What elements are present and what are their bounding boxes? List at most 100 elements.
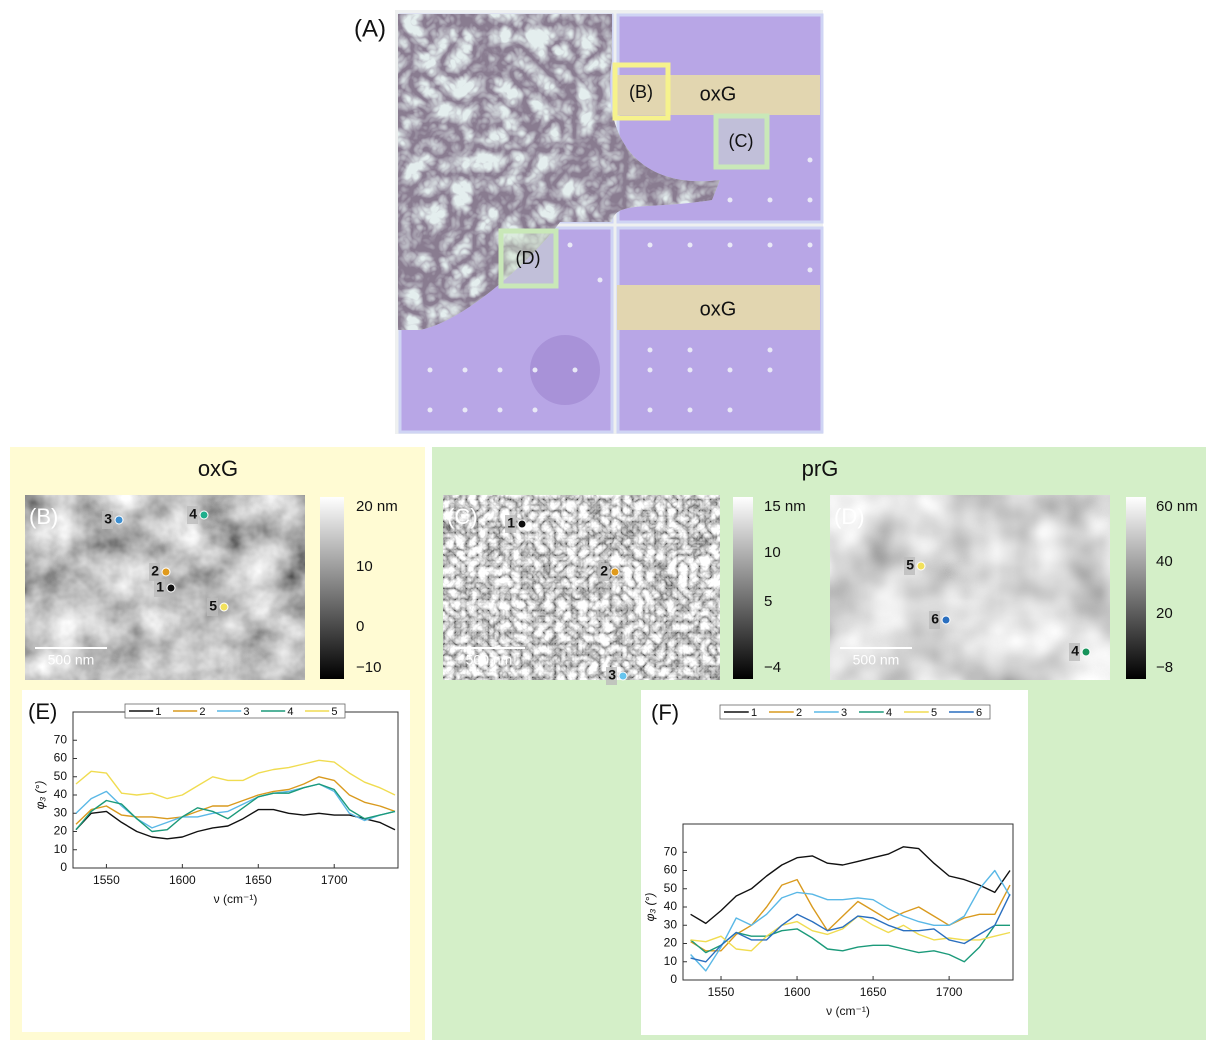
panel-label: (D) — [834, 504, 865, 529]
y-tick-label: 0 — [60, 860, 67, 874]
y-tick-label: 30 — [664, 917, 678, 931]
x-tick-label: 1600 — [169, 873, 196, 887]
point-marker — [1081, 647, 1091, 657]
series-line — [690, 924, 1010, 963]
y-tick-label: 20 — [54, 824, 68, 838]
point-label-bg — [598, 563, 609, 581]
point-label-bg — [207, 598, 218, 616]
point-marker — [161, 567, 171, 577]
panel-label: (C) — [447, 504, 478, 529]
point-marker — [199, 510, 209, 520]
region-tag: oxG — [700, 298, 737, 320]
x-axis-label: ν (cm⁻¹) — [826, 1004, 870, 1018]
point-marker — [517, 519, 527, 529]
point-label-bg — [505, 515, 516, 533]
legend-box — [719, 704, 991, 720]
legend-label: 1 — [155, 706, 161, 718]
colorbar-tick-label: 60 nm — [1156, 498, 1198, 515]
point-label: 6 — [931, 611, 939, 627]
afm-map — [443, 495, 720, 680]
point-label: 2 — [151, 563, 159, 579]
colorbar-tick-label: 20 — [1156, 605, 1173, 622]
colorbar-tick-label: 0 — [356, 618, 364, 635]
x-axis-label: ν (cm⁻¹) — [214, 892, 258, 906]
x-tick-label: 1600 — [784, 985, 811, 999]
y-tick-label: 70 — [54, 732, 68, 746]
point-label: 1 — [507, 515, 515, 531]
x-tick-label: 1550 — [93, 873, 120, 887]
point-label: 3 — [104, 511, 112, 527]
y-tick-label: 0 — [670, 972, 677, 986]
series-line — [690, 846, 1011, 925]
point-label: 4 — [189, 506, 197, 522]
colorbar-tick-label: 20 nm — [356, 498, 398, 515]
x-tick-label: 1650 — [860, 985, 887, 999]
region-tag: oxG — [700, 83, 737, 105]
series-line — [690, 869, 1011, 972]
point-label: 5 — [906, 557, 914, 573]
point-marker — [916, 561, 926, 571]
y-tick-label: 40 — [664, 899, 678, 913]
section-title: prG — [802, 456, 839, 481]
y-axis-label: φ₃ (°) — [33, 781, 47, 810]
colorbar-tick-label: 15 nm — [764, 498, 806, 515]
point-label-bg — [154, 579, 165, 597]
y-tick-label: 50 — [54, 769, 68, 783]
legend-label: 4 — [287, 706, 293, 718]
x-tick-label: 1700 — [936, 985, 963, 999]
colorbar-tick-label: −4 — [764, 659, 781, 676]
y-tick-label: 60 — [54, 751, 68, 765]
legend-label: 1 — [751, 707, 757, 719]
legend-label: 2 — [199, 706, 205, 718]
scale-bar-label: 500 nm — [853, 652, 900, 668]
point-label: 2 — [600, 563, 608, 579]
chart-bg — [641, 690, 1028, 1035]
legend-label: 5 — [331, 706, 337, 718]
point-marker — [166, 583, 176, 593]
afm-map — [830, 495, 1110, 680]
optical-image — [395, 10, 824, 434]
y-tick-label: 40 — [54, 787, 68, 801]
y-tick-label: 30 — [54, 805, 68, 819]
panel-label: (A) — [354, 15, 386, 42]
colorbar — [320, 497, 344, 679]
point-label: 1 — [156, 579, 164, 595]
legend-label: 2 — [796, 707, 802, 719]
point-marker — [941, 615, 951, 625]
legend-label: 6 — [976, 707, 982, 719]
colorbar — [733, 497, 753, 679]
y-tick-label: 60 — [664, 863, 678, 877]
scale-bar-label: 500 nm — [466, 652, 513, 668]
legend-label: 5 — [931, 707, 937, 719]
point-label: 5 — [209, 598, 217, 614]
series-line — [75, 808, 396, 840]
chart-bg — [22, 690, 410, 1032]
legend-label: 4 — [886, 707, 892, 719]
colorbar-tick-label: 10 — [764, 544, 781, 561]
point-label-bg — [187, 506, 198, 524]
point-marker — [610, 567, 620, 577]
colorbar-tick-label: 10 — [356, 558, 373, 575]
colorbar — [1126, 497, 1146, 679]
panel-label: (E) — [28, 699, 57, 724]
section-title: oxG — [198, 456, 238, 481]
colorbar-tick-label: 40 — [1156, 553, 1173, 570]
region-tag: (B) — [629, 82, 653, 102]
series-line — [75, 759, 396, 800]
series-line — [690, 878, 1011, 952]
y-tick-label: 10 — [54, 842, 68, 856]
series-line — [690, 893, 1011, 963]
point-label-bg — [606, 667, 617, 685]
colorbar-tick-label: 5 — [764, 593, 772, 610]
series-line — [75, 783, 396, 833]
scale-bar-label: 500 nm — [48, 652, 95, 668]
point-label-bg — [1069, 643, 1080, 661]
colorbar-tick-label: −10 — [356, 659, 381, 676]
series-line — [690, 915, 1011, 952]
y-tick-label: 20 — [664, 936, 678, 950]
x-tick-label: 1550 — [708, 985, 735, 999]
point-label: 3 — [608, 667, 616, 683]
legend-label: 3 — [243, 706, 249, 718]
point-marker — [114, 515, 124, 525]
